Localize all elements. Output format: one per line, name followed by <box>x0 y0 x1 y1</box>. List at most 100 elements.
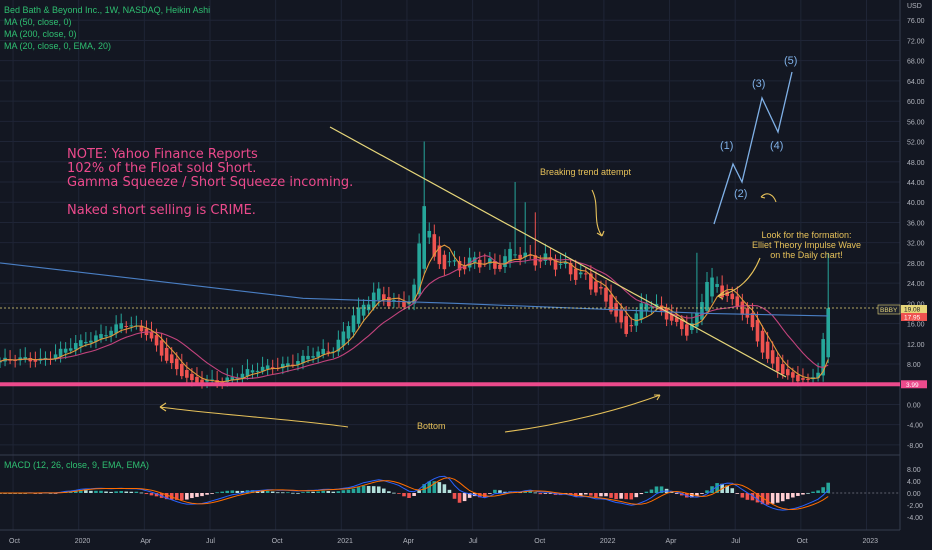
macd-bar <box>614 493 618 500</box>
macd-bar <box>99 490 103 493</box>
macd-bar <box>599 493 603 497</box>
macd-bar <box>220 491 224 493</box>
macd-bar <box>53 493 58 494</box>
macd-bar <box>649 489 654 493</box>
note-line-3: Gamma Squeeze / Short Squeeze incoming. <box>67 175 354 190</box>
macd-bar <box>760 493 765 505</box>
candle-body <box>286 363 290 366</box>
macd-bar <box>351 488 356 493</box>
macd-tick-label: -4.00 <box>907 515 923 522</box>
macd-bar <box>786 493 790 500</box>
macd-bar <box>281 492 285 494</box>
macd-label[interactable]: MACD (12, 26, close, 9, EMA, EMA) <box>4 460 150 470</box>
macd-pane <box>0 475 900 511</box>
candle-body <box>33 359 38 362</box>
macd-bar <box>654 486 659 493</box>
macd-bar <box>154 493 159 497</box>
indicator-ema20[interactable]: MA (20, close, 0, EMA, 20) <box>4 41 112 51</box>
candle-body <box>573 268 578 280</box>
macd-tick-label: 4.00 <box>907 479 921 486</box>
candle-body <box>730 293 735 300</box>
candle-body <box>169 354 174 364</box>
support-badge <box>901 380 927 389</box>
macd-bar <box>679 493 684 496</box>
candle-body <box>301 355 305 363</box>
candle-body <box>584 273 588 275</box>
candle-body <box>341 331 346 346</box>
macd-bar <box>180 493 184 501</box>
candle-body <box>0 361 2 363</box>
candle-body <box>649 306 654 308</box>
candle-body <box>796 374 800 382</box>
macd-bar <box>346 489 351 493</box>
candle-body <box>760 330 765 353</box>
candle-body <box>174 358 179 370</box>
candle-body <box>457 260 462 271</box>
candle-body <box>104 335 108 337</box>
symbol-badge <box>877 304 901 315</box>
candle-body <box>195 376 199 383</box>
candle-body <box>63 348 68 353</box>
formation-line-1: Look for the formation: <box>761 230 852 240</box>
macd-bar <box>816 490 820 493</box>
indicator-ma200[interactable]: MA (200, close, 0) <box>4 29 77 39</box>
trendline <box>329 126 787 378</box>
macd-bar <box>533 492 538 494</box>
macd-bar <box>634 493 639 498</box>
macd-bar <box>695 493 699 497</box>
macd-bar <box>225 490 230 493</box>
macd-bar <box>190 493 194 499</box>
candle-body <box>775 356 780 372</box>
price-tick-label: 8.00 <box>907 362 921 369</box>
price-tick-label: 28.00 <box>907 261 925 268</box>
formation-line-2: Elliet Theory Impulse Wave <box>752 240 862 250</box>
time-tick-label: Jul <box>206 538 215 545</box>
macd-bar <box>806 492 810 494</box>
macd-bar <box>715 483 719 493</box>
candle-body <box>558 263 563 265</box>
candle-body <box>154 335 159 346</box>
candle-body <box>679 319 684 330</box>
time-tick-label: 2023 <box>863 538 879 545</box>
candle-body <box>185 370 189 378</box>
candle-body <box>786 369 790 376</box>
macd-bar <box>149 493 154 496</box>
macd-bar <box>134 491 139 493</box>
candle-body <box>139 325 144 332</box>
indicator-ma50[interactable]: MA (50, close, 0) <box>4 17 72 27</box>
macd-bar <box>548 493 553 494</box>
macd-bar <box>331 491 336 493</box>
price-tick-label: 72.00 <box>907 38 925 45</box>
macd-bar <box>705 490 709 493</box>
candle-body <box>180 363 184 377</box>
macd-bar <box>79 490 83 493</box>
macd-bar <box>109 491 113 493</box>
price-tick-label: 64.00 <box>907 79 925 86</box>
macd-bar <box>417 490 421 493</box>
candle-body <box>503 256 507 267</box>
candle-body <box>84 341 88 344</box>
candle-body <box>685 324 689 336</box>
support-badge-text: 3.99 <box>906 382 919 389</box>
support-line <box>0 382 900 387</box>
candle-body <box>442 254 447 270</box>
time-tick-label: Apr <box>403 538 415 545</box>
price-tick-label: 60.00 <box>907 99 925 106</box>
price-tick-label: -4.00 <box>907 423 923 430</box>
macd-bar <box>477 493 482 498</box>
candle-body <box>235 378 240 380</box>
macd-bar <box>240 490 245 493</box>
price-tick-label: 44.00 <box>907 180 925 187</box>
candle-body <box>225 377 230 382</box>
candle-body <box>230 377 235 380</box>
candle-body <box>346 326 351 339</box>
macd-bar <box>119 491 123 493</box>
candle-body <box>538 260 543 262</box>
candle-body <box>634 313 639 326</box>
candle-body <box>816 372 820 379</box>
macd-bar <box>321 490 325 493</box>
candle-body <box>326 351 331 353</box>
candle-body <box>639 303 644 320</box>
note-line-5: Naked short selling is CRIME. <box>67 203 256 218</box>
